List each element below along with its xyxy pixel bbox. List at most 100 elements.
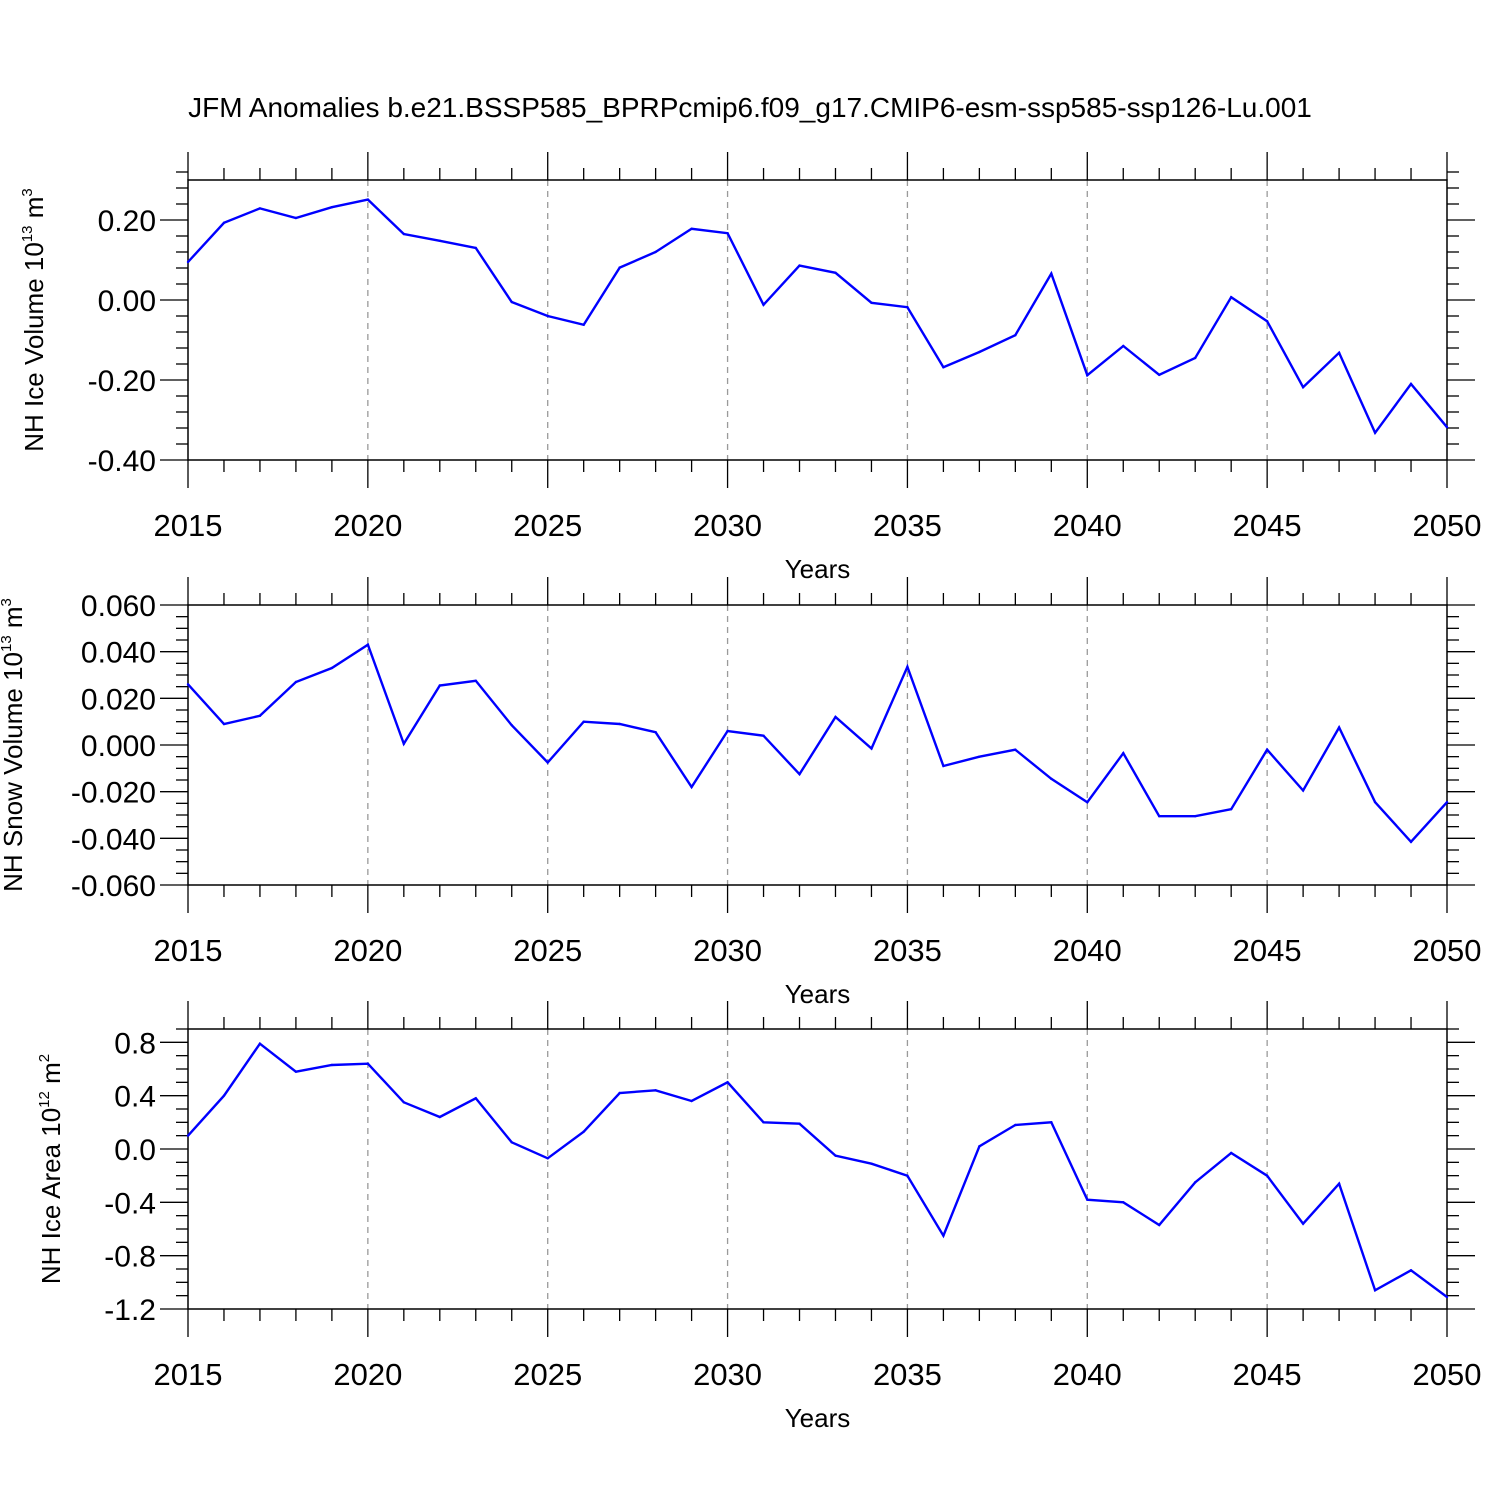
data-series-line (187, 198, 1448, 436)
y-axis-label-unit-exponent: 3 (0, 598, 15, 606)
x-tick-label: 2045 (1233, 933, 1302, 968)
y-axis-label: NH Ice Volume 1013 m3 (19, 188, 49, 451)
data-point (762, 1121, 765, 1124)
data-point (1337, 351, 1341, 354)
data-point (1122, 344, 1125, 348)
data-point (366, 643, 370, 646)
data-point (906, 306, 909, 309)
data-point (870, 301, 873, 304)
data-point (1122, 1201, 1125, 1204)
data-point (510, 723, 513, 727)
data-point (582, 1130, 585, 1133)
data-point (582, 720, 585, 723)
data-point (1050, 1121, 1053, 1124)
x-tick-label: 2020 (333, 1357, 402, 1392)
data-point (1409, 840, 1413, 844)
x-tick-label: 2015 (154, 508, 223, 543)
y-tick-label: 0.8 (114, 1027, 156, 1060)
data-point (438, 239, 441, 242)
x-tick-label: 2025 (513, 1357, 582, 1392)
y-axis-label-text: NH Snow Volume 10 (0, 652, 28, 892)
y-tick-label: -0.4 (104, 1187, 156, 1220)
data-point (618, 1091, 621, 1095)
data-point (942, 366, 945, 369)
plot-frame (187, 1028, 1448, 1310)
x-tick-label: 2040 (1053, 1357, 1122, 1392)
data-point (1229, 1151, 1233, 1155)
data-point (762, 303, 765, 306)
data-point (834, 271, 837, 274)
data-point (330, 206, 334, 209)
data-point (618, 722, 621, 726)
x-tick-label: 2015 (154, 1357, 223, 1392)
data-point (1050, 272, 1053, 275)
x-axis-label: Years (785, 1403, 851, 1433)
data-series-line (187, 1041, 1448, 1298)
y-tick-label: -0.40 (88, 445, 156, 478)
y-tick-label: -0.060 (71, 870, 156, 903)
data-point (1158, 373, 1161, 376)
data-point (690, 227, 693, 230)
data-point (1194, 814, 1197, 818)
data-point (330, 1063, 334, 1067)
data-point (654, 250, 657, 254)
x-axis-label: Years (785, 554, 851, 584)
data-point (1194, 356, 1197, 360)
data-point (978, 755, 981, 758)
x-tick-label: 2040 (1053, 933, 1122, 968)
x-tick-label: 2050 (1413, 1357, 1482, 1392)
data-point (690, 785, 693, 789)
data-point (1229, 296, 1233, 299)
data-point (1050, 777, 1053, 781)
data-point (654, 1089, 657, 1092)
data-point (1014, 1123, 1017, 1127)
panel-ice-area: -1.2 -0.8 -0.4 0.0 0.4 0.8 2015 2020 2025 2030 203… (36, 1001, 1481, 1433)
chart-title: JFM Anomalies b.e21.BSSP585_BPRPcmip6.f0… (188, 92, 1312, 123)
data-point (438, 1115, 441, 1119)
data-point (1445, 800, 1449, 804)
y-tick-label: 0.00 (98, 285, 156, 318)
data-point (366, 1062, 370, 1065)
data-point (1122, 751, 1125, 755)
data-point (834, 1154, 837, 1157)
data-point (510, 1141, 513, 1144)
data-point (186, 683, 190, 686)
data-point (798, 264, 801, 267)
data-point (1445, 426, 1449, 429)
data-point (1265, 1174, 1269, 1177)
x-tick-label: 2030 (693, 1357, 762, 1392)
x-tick-label: 2045 (1233, 1357, 1302, 1392)
x-tick-label: 2025 (513, 933, 582, 968)
data-point (1409, 382, 1413, 386)
y-axis-label-text: NH Ice Volume 10 (19, 242, 49, 452)
x-tick-label: 2015 (154, 933, 223, 968)
y-axis-label-unit: m (36, 1062, 66, 1091)
x-tick-label: 2035 (873, 1357, 942, 1392)
data-point (474, 1097, 477, 1100)
data-point (798, 1122, 801, 1125)
x-tick-label: 2035 (873, 933, 942, 968)
data-point (330, 666, 334, 670)
y-tick-label: 0.20 (98, 205, 156, 238)
data-point (1086, 1198, 1089, 1201)
y-axis-label-exponent: 13 (0, 635, 15, 652)
x-axis-label: Years (785, 979, 851, 1009)
y-tick-label: -0.20 (88, 365, 156, 398)
data-series-line (187, 642, 1448, 844)
x-tick-label: 2030 (693, 933, 762, 968)
data-point (222, 221, 226, 224)
data-point (294, 216, 298, 220)
data-point (294, 1070, 298, 1073)
data-point (258, 207, 262, 210)
data-point (1086, 800, 1089, 804)
data-point (654, 730, 657, 734)
y-axis-label-unit-exponent: 2 (36, 1054, 53, 1062)
data-point (1373, 1289, 1377, 1292)
y-tick-label: -1.2 (104, 1294, 156, 1327)
y-axis-label-text: NH Ice Area 10 (36, 1108, 66, 1284)
data-point (1301, 1222, 1305, 1225)
data-point (1301, 789, 1305, 792)
data-point (726, 1081, 729, 1084)
data-point (258, 1042, 262, 1045)
